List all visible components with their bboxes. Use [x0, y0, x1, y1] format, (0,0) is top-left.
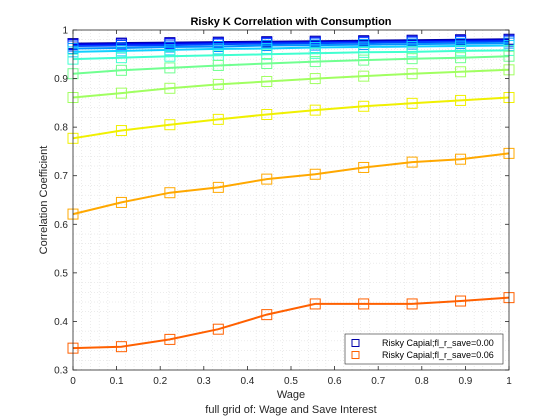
data-point-marker	[406, 68, 418, 80]
series-line-7	[72, 68, 510, 99]
data-point-marker	[358, 161, 370, 173]
series-7	[67, 64, 515, 104]
axis-ticks: 0 0.1 0.2 0.3 0.4 0.5 0.6 0.7 0.8 0.9 1 0.3 0.4 0.5 0.…	[54, 26, 512, 388]
series-9	[67, 147, 515, 220]
series-line-8	[72, 96, 510, 140]
y-tick-label: 0.5	[54, 268, 68, 279]
series-line-10	[72, 296, 510, 350]
x-tick-label: 0.4	[240, 376, 254, 387]
y-tick-label: 1	[62, 26, 68, 37]
data-point-marker	[309, 73, 321, 85]
series-6	[67, 50, 515, 80]
data-point-marker	[261, 75, 273, 87]
x-tick-label: 0.2	[153, 376, 167, 387]
x-tick-label: 0.3	[197, 376, 211, 387]
data-point-marker	[261, 48, 273, 60]
data-point-marker	[261, 173, 273, 185]
data-point-marker	[455, 295, 467, 307]
data-point-marker	[115, 64, 127, 76]
y-axis-label: Correlation Coefficient	[38, 146, 50, 255]
x-tick-label: 1	[506, 376, 512, 387]
y-tick-label: 0.6	[54, 220, 68, 231]
data-point-marker	[406, 53, 418, 65]
data-point-marker	[455, 153, 467, 165]
data-point-marker	[164, 44, 176, 56]
legend-label-0: Risky Capial;fl_r_save=0.00	[382, 338, 494, 348]
data-point-marker	[406, 97, 418, 109]
data-point-marker	[115, 87, 127, 99]
data-point-marker	[212, 323, 224, 335]
data-point-marker	[455, 45, 467, 57]
data-point-marker	[212, 181, 224, 193]
data-point-marker	[406, 156, 418, 168]
data-point-marker	[115, 125, 127, 137]
data-point-marker	[164, 82, 176, 94]
y-tick-label: 0.8	[54, 123, 68, 134]
data-point-marker	[261, 309, 273, 321]
data-point-marker	[115, 341, 127, 353]
data-point-marker	[212, 59, 224, 71]
data-point-marker	[212, 78, 224, 90]
data-point-marker	[309, 168, 321, 180]
data-point-marker	[406, 298, 418, 310]
x-tick-label: 0.1	[110, 376, 124, 387]
data-point-marker	[455, 66, 467, 78]
data-point-marker	[164, 50, 176, 62]
data-point-marker	[455, 94, 467, 106]
data-point-marker	[309, 298, 321, 310]
legend: Risky Capial;fl_r_save=0.00 Risky Capial…	[344, 333, 504, 365]
chart-subtitle: full grid of: Wage and Save Interest	[205, 404, 376, 416]
y-tick-label: 0.7	[54, 171, 68, 182]
data-point-marker	[406, 46, 418, 58]
data-point-marker	[309, 104, 321, 116]
x-tick-label: 0.6	[328, 376, 342, 387]
x-axis-label: Wage	[277, 389, 305, 401]
data-point-marker	[212, 113, 224, 125]
data-point-marker	[164, 187, 176, 199]
series-8	[67, 92, 515, 144]
series-line-3	[72, 42, 510, 50]
x-tick-label: 0.8	[415, 376, 429, 387]
x-tick-label: 0	[70, 376, 76, 387]
plot-area	[73, 30, 509, 370]
data-point-marker	[455, 52, 467, 64]
series-layer	[67, 33, 515, 354]
data-point-marker	[358, 46, 370, 58]
data-point-marker	[115, 52, 127, 64]
chart-title: Risky K Correlation with Consumption	[190, 16, 391, 28]
x-tick-label: 0.7	[371, 376, 385, 387]
legend-marker-0	[351, 339, 360, 347]
y-tick-label: 0.9	[54, 74, 68, 85]
series-line-9	[72, 152, 510, 216]
series-line-5	[72, 49, 510, 61]
data-point-marker	[358, 298, 370, 310]
data-point-marker	[358, 70, 370, 82]
series-line-6	[72, 55, 510, 75]
x-tick-label: 0.9	[458, 376, 472, 387]
y-tick-label: 0.3	[54, 366, 68, 377]
data-point-marker	[115, 45, 127, 57]
legend-box	[344, 333, 504, 365]
data-point-marker	[358, 100, 370, 112]
x-tick-label: 0.5	[284, 376, 298, 387]
legend-label-1: Risky Capial;fl_r_save=0.06	[382, 350, 494, 360]
series-line-2	[72, 40, 510, 47]
legend-marker-1	[351, 351, 360, 359]
data-point-marker	[164, 333, 176, 345]
data-point-marker	[115, 196, 127, 208]
data-point-marker	[164, 62, 176, 74]
data-point-marker	[309, 56, 321, 68]
series-line-4	[72, 44, 510, 53]
data-point-marker	[164, 119, 176, 131]
data-point-marker	[261, 109, 273, 121]
data-point-marker	[261, 58, 273, 70]
data-point-marker	[212, 43, 224, 55]
data-point-marker	[358, 54, 370, 66]
y-tick-label: 0.4	[54, 317, 68, 328]
data-point-marker	[309, 47, 321, 59]
